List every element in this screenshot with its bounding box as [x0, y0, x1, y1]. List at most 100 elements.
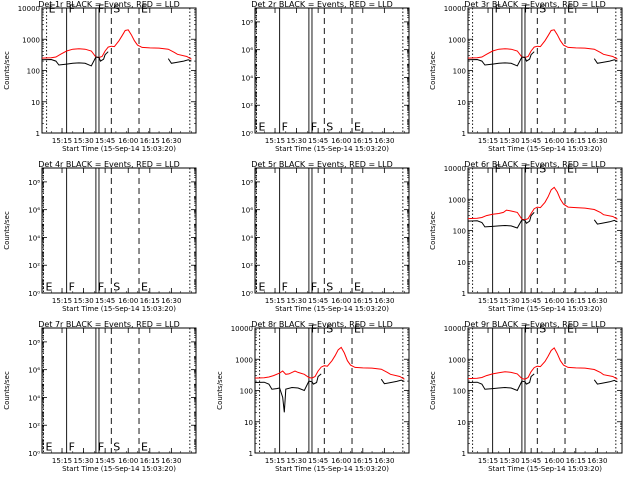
- x-tick-label: 16:00: [544, 297, 564, 305]
- y-tick-label: 10⁴: [28, 234, 40, 242]
- series-line-1: [467, 212, 535, 229]
- series-line-0: [254, 346, 405, 380]
- x-tick-label: 16:30: [587, 457, 607, 465]
- x-tick-label: 15:30: [286, 297, 306, 305]
- marker-label: S: [539, 323, 546, 336]
- y-tick-label: 10000: [444, 5, 466, 13]
- x-tick-label: 15:30: [499, 297, 519, 305]
- x-tick-label: 15:15: [265, 297, 285, 305]
- x-tick-label: 15:15: [478, 457, 498, 465]
- x-tick-label: 15:45: [308, 457, 328, 465]
- chart-panel-2: Det 2r BLACK = Events, RED = LLD 10⁰ 10² 10…: [241, 0, 410, 153]
- marker-label: E: [354, 120, 361, 133]
- x-tick-label: 16:30: [374, 457, 394, 465]
- marker-label: F: [524, 3, 530, 16]
- x-tick-label: 16:15: [353, 457, 373, 465]
- marker-label: S: [326, 323, 333, 336]
- marker-label: S: [113, 280, 120, 293]
- x-tick-label: 16:00: [331, 457, 351, 465]
- x-tick-label: 16:30: [587, 297, 607, 305]
- marker-label: F: [524, 323, 530, 336]
- plot-frame: [41, 7, 197, 134]
- x-tick-label: 16:00: [544, 137, 564, 145]
- x-tick-label: 15:15: [265, 457, 285, 465]
- y-tick-label: 10²: [28, 422, 40, 430]
- y-tick-label: 10⁸: [241, 179, 253, 187]
- y-tick-label: 10: [31, 99, 40, 107]
- y-tick-label: 10⁰: [241, 130, 253, 138]
- x-tick-label: 15:45: [95, 297, 115, 305]
- series-line-2: [380, 378, 405, 385]
- y-tick-label: 10⁸: [28, 339, 40, 347]
- marker-label: F: [495, 3, 501, 16]
- marker-label: F: [495, 163, 501, 176]
- x-axis-label: Start Time (15-Sep-14 15:03:20): [488, 465, 602, 473]
- x-tick-label: 16:30: [161, 457, 181, 465]
- series-line-1: [467, 51, 535, 67]
- marker-label: E: [567, 163, 574, 176]
- marker-label: F: [311, 280, 317, 293]
- y-tick-label: 1000: [235, 356, 253, 364]
- y-tick-label: 10000: [444, 165, 466, 173]
- marker-label: S: [326, 280, 333, 293]
- marker-label: S: [113, 3, 120, 16]
- y-axis-label: Counts/sec: [429, 211, 437, 250]
- y-axis-label: Counts/sec: [429, 51, 437, 90]
- y-tick-label: 10⁰: [28, 450, 40, 458]
- series-line-1: [467, 373, 535, 392]
- x-tick-label: 16:30: [161, 297, 181, 305]
- y-tick-label: 1000: [448, 196, 466, 204]
- x-tick-label: 15:30: [499, 137, 519, 145]
- x-axis-label: Start Time (15-Sep-14 15:03:20): [62, 465, 176, 473]
- x-tick-label: 15:45: [521, 457, 541, 465]
- y-tick-label: 10000: [231, 325, 253, 333]
- y-axis-label: Counts/sec: [3, 371, 11, 410]
- x-axis-label: Start Time (15-Sep-14 15:03:20): [275, 305, 389, 313]
- marker-label: F: [98, 3, 104, 16]
- y-tick-label: 1: [249, 450, 253, 458]
- marker-label: F: [69, 440, 75, 453]
- x-tick-label: 16:15: [566, 457, 586, 465]
- y-tick-label: 10000: [444, 325, 466, 333]
- x-tick-label: 16:00: [118, 457, 138, 465]
- y-tick-label: 1: [462, 450, 466, 458]
- plot-frame: [254, 167, 410, 294]
- y-tick-label: 10: [244, 419, 253, 427]
- marker-label: F: [69, 280, 75, 293]
- y-axis-label: Counts/sec: [216, 371, 224, 410]
- y-tick-label: 10⁴: [241, 234, 253, 242]
- x-tick-label: 15:15: [52, 297, 72, 305]
- plot-frame: [467, 7, 623, 134]
- marker-label: F: [282, 280, 288, 293]
- y-tick-label: 10⁸: [241, 19, 253, 27]
- x-tick-label: 16:15: [566, 137, 586, 145]
- y-tick-label: 10²: [241, 262, 253, 270]
- marker-label: E: [141, 3, 148, 16]
- x-tick-label: 16:15: [140, 297, 160, 305]
- chart-panel-6: Det 6r BLACK = Events, RED = LLD 1 10 100 10…: [429, 160, 623, 313]
- y-tick-label: 10⁰: [241, 290, 253, 298]
- chart-panel-4: Det 4r BLACK = Events, RED = LLD 10⁰ 10² 10…: [3, 160, 197, 313]
- chart-panel-9: Det 9r BLACK = Events, RED = LLD 1 10 100 10…: [429, 320, 623, 473]
- marker-label: E: [354, 323, 361, 336]
- chart-title: Det 3r BLACK = Events, RED = LLD: [464, 0, 606, 9]
- marker-label: S: [326, 120, 333, 133]
- x-tick-label: 16:15: [353, 297, 373, 305]
- y-tick-label: 1000: [448, 36, 466, 44]
- x-axis-label: Start Time (15-Sep-14 15:03:20): [275, 145, 389, 153]
- y-tick-label: 1000: [22, 36, 40, 44]
- x-axis-label: Start Time (15-Sep-14 15:03:20): [488, 305, 602, 313]
- y-tick-label: 10: [457, 259, 466, 267]
- chart-title: Det 9r BLACK = Events, RED = LLD: [464, 320, 606, 329]
- marker-label: F: [311, 323, 317, 336]
- chart-title: Det 6r BLACK = Events, RED = LLD: [464, 160, 606, 169]
- y-axis-label: Counts/sec: [429, 371, 437, 410]
- marker-label: F: [98, 440, 104, 453]
- y-tick-label: 10⁸: [28, 179, 40, 187]
- x-tick-label: 15:45: [521, 297, 541, 305]
- x-tick-label: 16:30: [374, 137, 394, 145]
- series-line-0: [467, 186, 618, 221]
- marker-label: E: [259, 120, 266, 133]
- x-tick-label: 16:15: [353, 137, 373, 145]
